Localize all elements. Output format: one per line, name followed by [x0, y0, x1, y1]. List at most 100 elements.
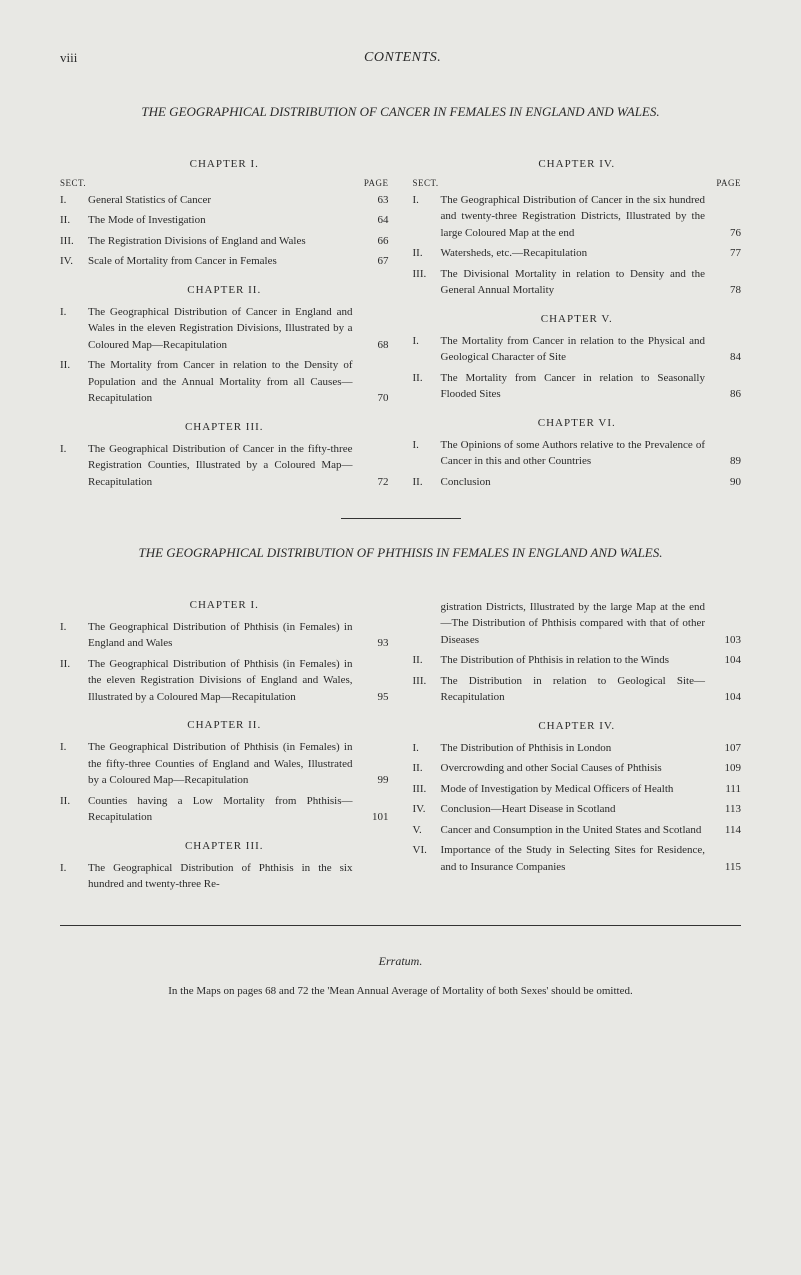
toc-page: 72: [361, 474, 389, 491]
page-number: viii: [60, 50, 77, 66]
toc-text: The Opinions of some Authors relative to…: [441, 437, 714, 470]
toc-entry: IV. Scale of Mortality from Cancer in Fe…: [60, 253, 389, 270]
toc-text: The Distribution of Phthisis in London: [441, 740, 714, 757]
toc-entry: II. The Distribution of Phthisis in rela…: [413, 652, 742, 669]
toc-num: II.: [413, 370, 441, 387]
toc-text: Cancer and Consumption in the United Sta…: [441, 822, 714, 839]
toc-header: SECT. PAGE: [413, 178, 742, 188]
chapter-heading: CHAPTER II.: [60, 719, 389, 731]
toc-entry: III. Mode of Investigation by Medical Of…: [413, 781, 742, 798]
full-divider: [60, 925, 741, 926]
section2-title: THE GEOGRAPHICAL DISTRIBUTION OF PHTHISI…: [91, 543, 711, 563]
chapter-heading: CHAPTER III.: [60, 840, 389, 852]
header-title: CONTENTS.: [364, 50, 441, 66]
toc-entry: I. The Opinions of some Authors relative…: [413, 437, 742, 470]
toc-num: III.: [413, 781, 441, 798]
toc-page: 114: [713, 822, 741, 839]
toc-text: Conclusion: [441, 474, 714, 491]
toc-text: Mode of Investigation by Medical Officer…: [441, 781, 714, 798]
section1-right-col: CHAPTER IV. SECT. PAGE I. The Geographic…: [413, 144, 742, 495]
toc-entry: II. Watersheds, etc.—Recapitulation 77: [413, 245, 742, 262]
toc-entry: VI. Importance of the Study in Selecting…: [413, 842, 742, 875]
toc-page: 111: [713, 781, 741, 798]
chapter-heading: CHAPTER IV.: [413, 720, 742, 732]
section2-columns: CHAPTER I. I. The Geographical Distribut…: [60, 585, 741, 897]
toc-num: III.: [413, 266, 441, 283]
chapter-heading: CHAPTER I.: [60, 158, 389, 170]
erratum-text: In the Maps on pages 68 and 72 the 'Mean…: [60, 983, 741, 1000]
section2-right-col: gistration Districts, Illustrated by the…: [413, 585, 742, 897]
toc-entry: I. The Geographical Distribution of Canc…: [60, 441, 389, 491]
toc-page: 76: [713, 225, 741, 242]
toc-text: The Divisional Mortality in relation to …: [441, 266, 714, 299]
toc-text: The Distribution in relation to Geologic…: [441, 673, 714, 706]
toc-num: I.: [60, 860, 88, 877]
toc-entry: I. The Geographical Distribution of Canc…: [413, 192, 742, 242]
toc-entry: I. The Geographical Distribution of Phth…: [60, 739, 389, 789]
toc-text: The Registration Divisions of England an…: [88, 233, 361, 250]
toc-text: The Geographical Distribution of Cancer …: [441, 192, 714, 242]
toc-text: The Geographical Distribution of Phthisi…: [88, 619, 361, 652]
toc-page: 93: [361, 635, 389, 652]
toc-page: 63: [361, 192, 389, 209]
toc-text: Watersheds, etc.—Recapitulation: [441, 245, 714, 262]
toc-entry: II. The Mortality from Cancer in relatio…: [60, 357, 389, 407]
section1-left-col: CHAPTER I. SECT. PAGE I. General Statist…: [60, 144, 389, 495]
section1-columns: CHAPTER I. SECT. PAGE I. General Statist…: [60, 144, 741, 495]
toc-text: The Mortality from Cancer in relation to…: [441, 370, 714, 403]
page-label: PAGE: [364, 178, 389, 188]
toc-page: 70: [361, 390, 389, 407]
toc-num: II.: [60, 656, 88, 673]
toc-entry: II. Counties having a Low Mortality from…: [60, 793, 389, 826]
toc-entry: gistration Districts, Illustrated by the…: [413, 599, 742, 649]
toc-page: 89: [713, 453, 741, 470]
toc-text: The Geographical Distribution of Cancer …: [88, 441, 361, 491]
spacer: [413, 585, 742, 599]
toc-entry: V. Cancer and Consumption in the United …: [413, 822, 742, 839]
toc-num: III.: [60, 233, 88, 250]
toc-text: The Mortality from Cancer in relation to…: [88, 357, 361, 407]
toc-page: 115: [713, 859, 741, 876]
toc-page: 107: [713, 740, 741, 757]
toc-num: II.: [413, 652, 441, 669]
chapter-heading: CHAPTER III.: [60, 421, 389, 433]
toc-text: The Mode of Investigation: [88, 212, 361, 229]
toc-text: Overcrowding and other Social Causes of …: [441, 760, 714, 777]
toc-num: V.: [413, 822, 441, 839]
toc-page: 101: [361, 809, 389, 826]
toc-text: The Distribution of Phthisis in relation…: [441, 652, 714, 669]
chapter-heading: CHAPTER V.: [413, 313, 742, 325]
toc-num: VI.: [413, 842, 441, 859]
toc-text: Importance of the Study in Selecting Sit…: [441, 842, 714, 875]
sect-label: SECT.: [413, 178, 439, 188]
toc-entry: I. General Statistics of Cancer 63: [60, 192, 389, 209]
toc-entry: I. The Geographical Distribution of Canc…: [60, 304, 389, 354]
page-header: viii CONTENTS.: [60, 50, 741, 66]
toc-entry: II. The Geographical Distribution of Pht…: [60, 656, 389, 706]
toc-page: 99: [361, 772, 389, 789]
chapter-heading: CHAPTER IV.: [413, 158, 742, 170]
toc-text: The Geographical Distribution of Phthisi…: [88, 739, 361, 789]
toc-entry: II. Conclusion 90: [413, 474, 742, 491]
toc-entry: II. The Mode of Investigation 64: [60, 212, 389, 229]
section2-left-col: CHAPTER I. I. The Geographical Distribut…: [60, 585, 389, 897]
toc-entry: III. The Divisional Mortality in relatio…: [413, 266, 742, 299]
toc-entry: I. The Mortality from Cancer in relation…: [413, 333, 742, 366]
toc-num: II.: [413, 245, 441, 262]
toc-page: 113: [713, 801, 741, 818]
toc-page: 95: [361, 689, 389, 706]
toc-num: II.: [413, 760, 441, 777]
toc-num: I.: [60, 619, 88, 636]
toc-page: 66: [361, 233, 389, 250]
toc-entry: III. The Registration Divisions of Engla…: [60, 233, 389, 250]
toc-num: I.: [60, 739, 88, 756]
toc-num: II.: [60, 793, 88, 810]
toc-page: 90: [713, 474, 741, 491]
toc-entry: III. The Distribution in relation to Geo…: [413, 673, 742, 706]
toc-entry: I. The Geographical Distribution of Phth…: [60, 619, 389, 652]
toc-page: 104: [713, 689, 741, 706]
page-label: PAGE: [716, 178, 741, 188]
toc-num: II.: [60, 212, 88, 229]
toc-text: The Geographical Distribution of Cancer …: [88, 304, 361, 354]
chapter-heading: CHAPTER II.: [60, 284, 389, 296]
